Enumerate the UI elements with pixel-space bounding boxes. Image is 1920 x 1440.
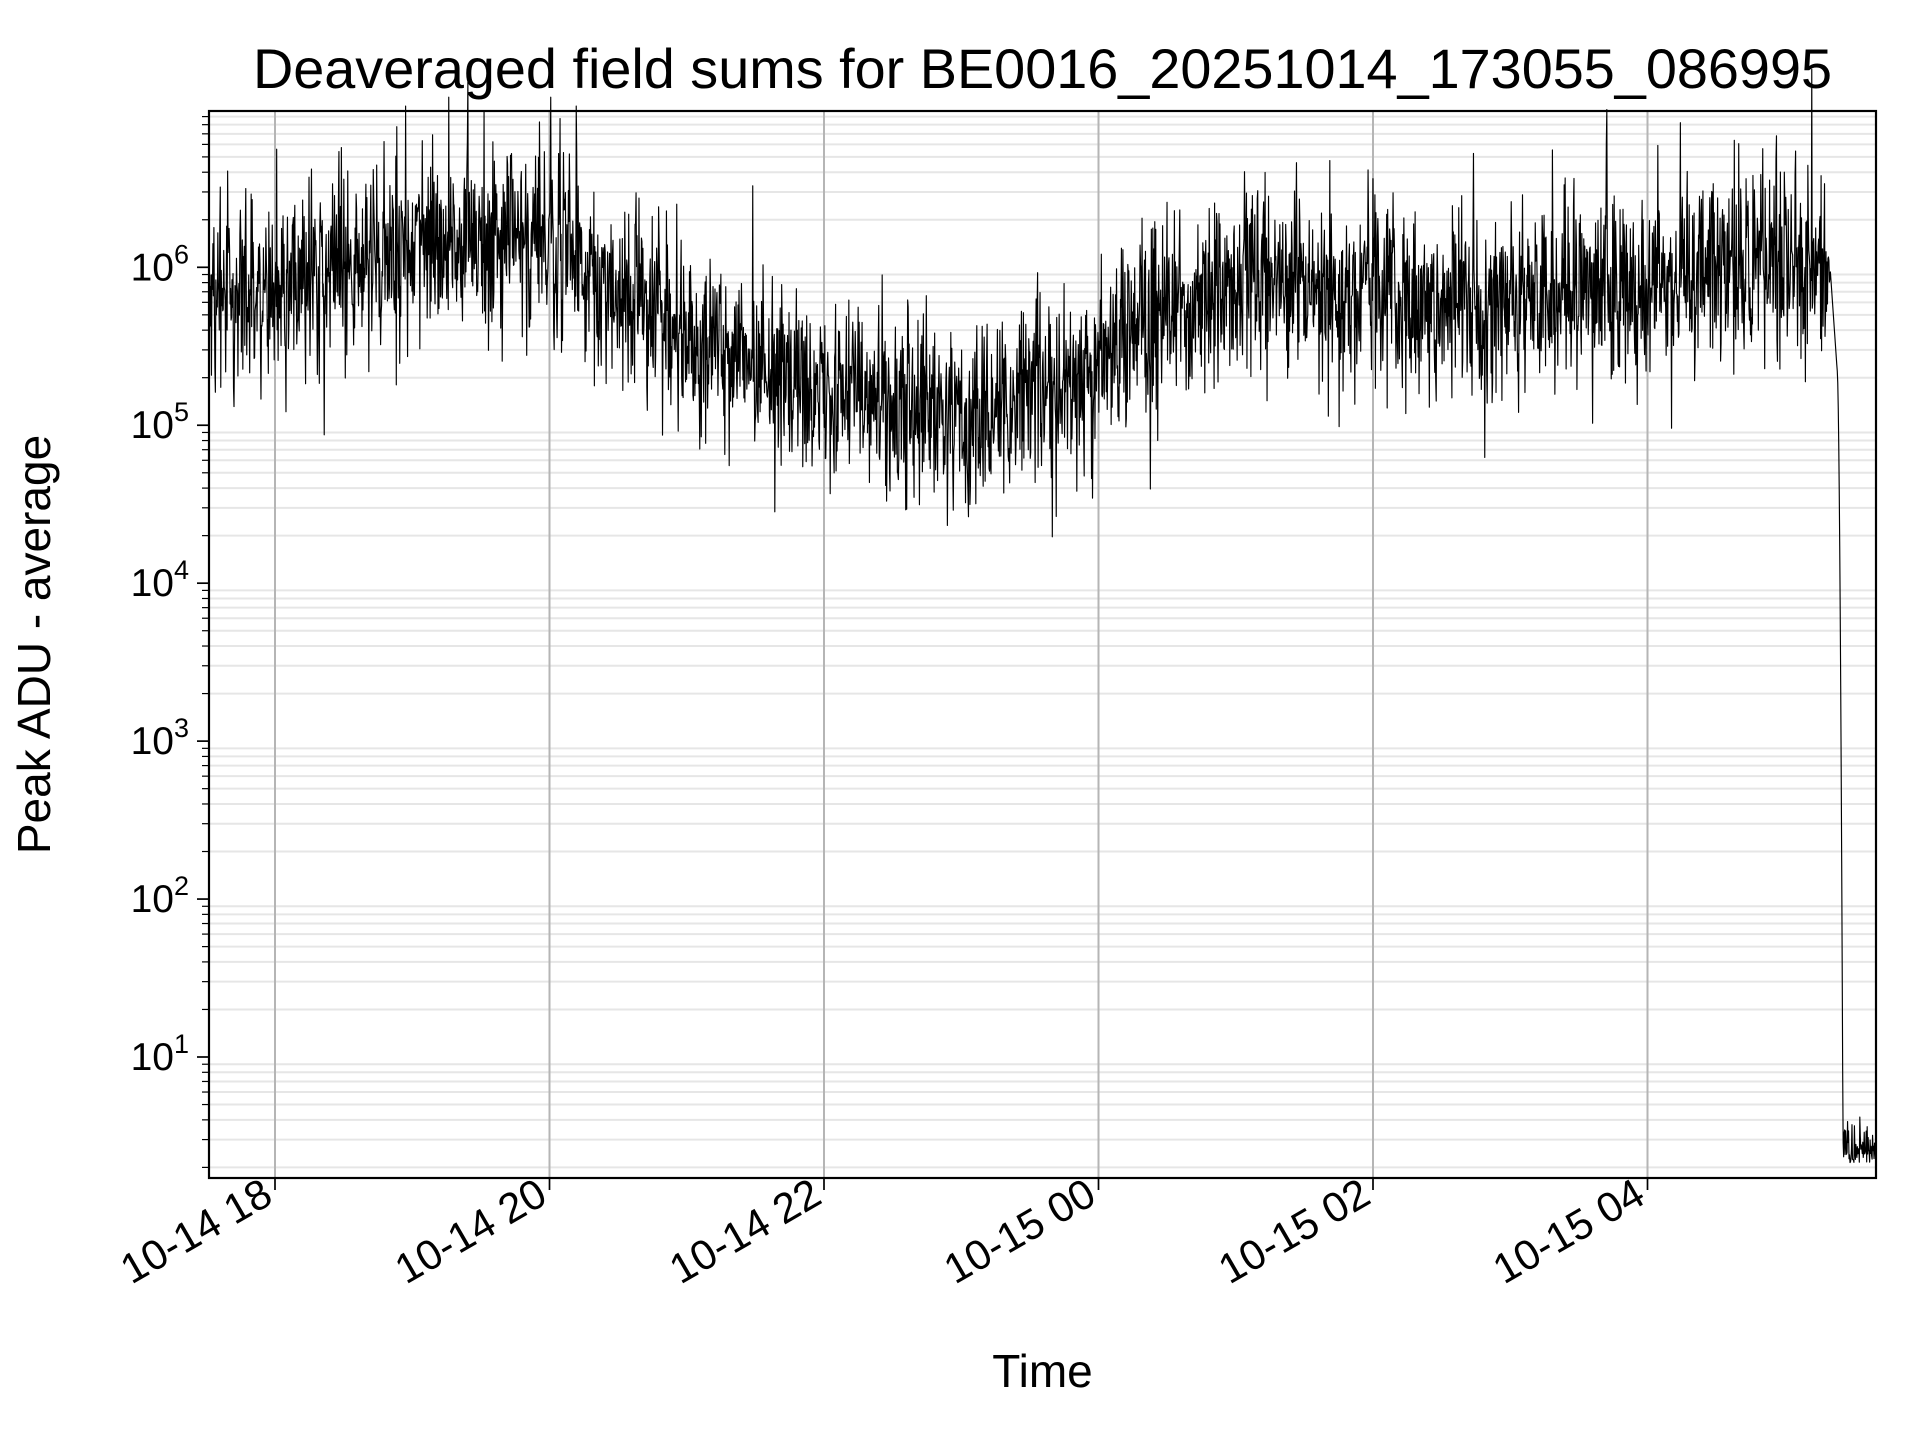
svg-text:Deaveraged field sums for BE00: Deaveraged field sums for BE0016_2025101… [253,37,1832,100]
svg-text:Peak ADU - average: Peak ADU - average [8,435,60,854]
svg-text:Time: Time [992,1345,1093,1397]
